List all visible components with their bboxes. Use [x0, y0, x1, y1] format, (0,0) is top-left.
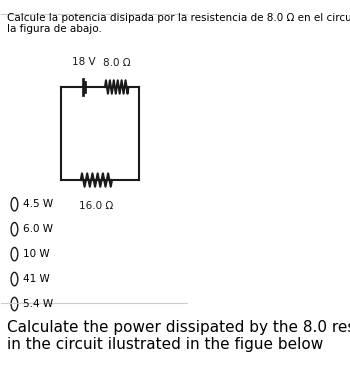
- Text: Calcule la potencia disipada por la resistencia de 8.0 Ω en el circuito ilustrad: Calcule la potencia disipada por la resi…: [7, 12, 350, 34]
- Text: Calculate the power dissipated by the 8.0 resistance
in the circuit ilustrated i: Calculate the power dissipated by the 8.…: [7, 320, 350, 352]
- Text: 41 W: 41 W: [23, 274, 50, 284]
- Text: 18 V: 18 V: [72, 57, 96, 67]
- Text: 6.0 W: 6.0 W: [23, 224, 54, 234]
- Text: 16.0 Ω: 16.0 Ω: [79, 201, 113, 211]
- Text: 5.4 W: 5.4 W: [23, 299, 54, 309]
- Text: 4.5 W: 4.5 W: [23, 199, 54, 209]
- Text: 10 W: 10 W: [23, 249, 50, 259]
- Text: 8.0 Ω: 8.0 Ω: [103, 58, 131, 68]
